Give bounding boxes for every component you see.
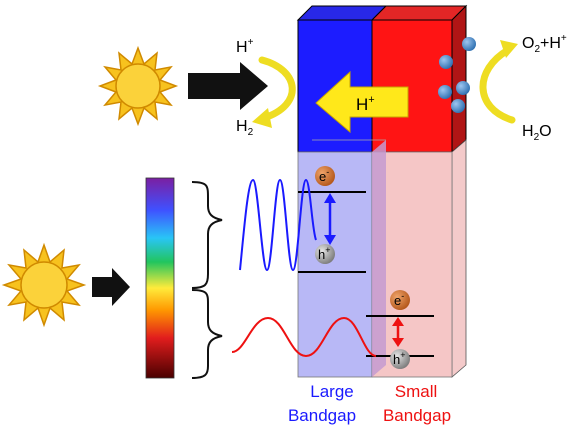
electron-small: e- — [390, 290, 410, 310]
large-block-top-face — [296, 5, 388, 21]
o2-h-label: O2+H+ — [522, 33, 567, 55]
brace-lower — [191, 289, 223, 379]
small-block-side-face — [451, 4, 467, 154]
membrane-h-label: H+ — [356, 94, 375, 114]
sun-icon — [97, 45, 179, 127]
arrow-right-icon — [92, 268, 130, 306]
arrow-right-icon — [188, 62, 268, 110]
overlap-strip — [372, 140, 386, 377]
small-block-front — [371, 19, 453, 153]
hole-small: h+ — [390, 349, 410, 369]
svg-text:e-: e- — [394, 291, 404, 308]
small-bandgap-label-line2: Bandgap — [383, 406, 451, 425]
oxygen-bubbles — [438, 37, 476, 113]
electron-large: e- — [315, 166, 335, 186]
large-bandgap-label-line2: Bandgap — [288, 406, 356, 425]
sine-wave-red — [231, 316, 377, 358]
h-plus-top-label: H+ — [236, 37, 254, 56]
svg-text:e-: e- — [319, 167, 329, 184]
h2-label: H2 — [236, 118, 254, 138]
svg-text:h+: h+ — [318, 245, 331, 262]
svg-text:h+: h+ — [393, 350, 406, 367]
hole-large: h+ — [315, 244, 335, 264]
small-bandgap-label-line1: Small — [395, 382, 438, 401]
sun-icon — [1, 242, 87, 328]
proton-transfer-arrow — [315, 70, 409, 134]
curved-arrow-icon — [479, 40, 518, 124]
large-bandgap-absorber — [297, 151, 373, 378]
large-block-front — [297, 19, 373, 153]
sine-wave-blue — [239, 178, 317, 272]
large-bandgap-label-line1: Large — [310, 382, 353, 401]
spectrum-bar — [145, 177, 175, 379]
h2o-label: H2O — [522, 123, 552, 143]
small-block-top-face — [370, 5, 468, 21]
small-bottom-side-face — [451, 139, 467, 378]
curved-arrow-icon — [252, 56, 296, 128]
brace-upper — [191, 181, 223, 289]
